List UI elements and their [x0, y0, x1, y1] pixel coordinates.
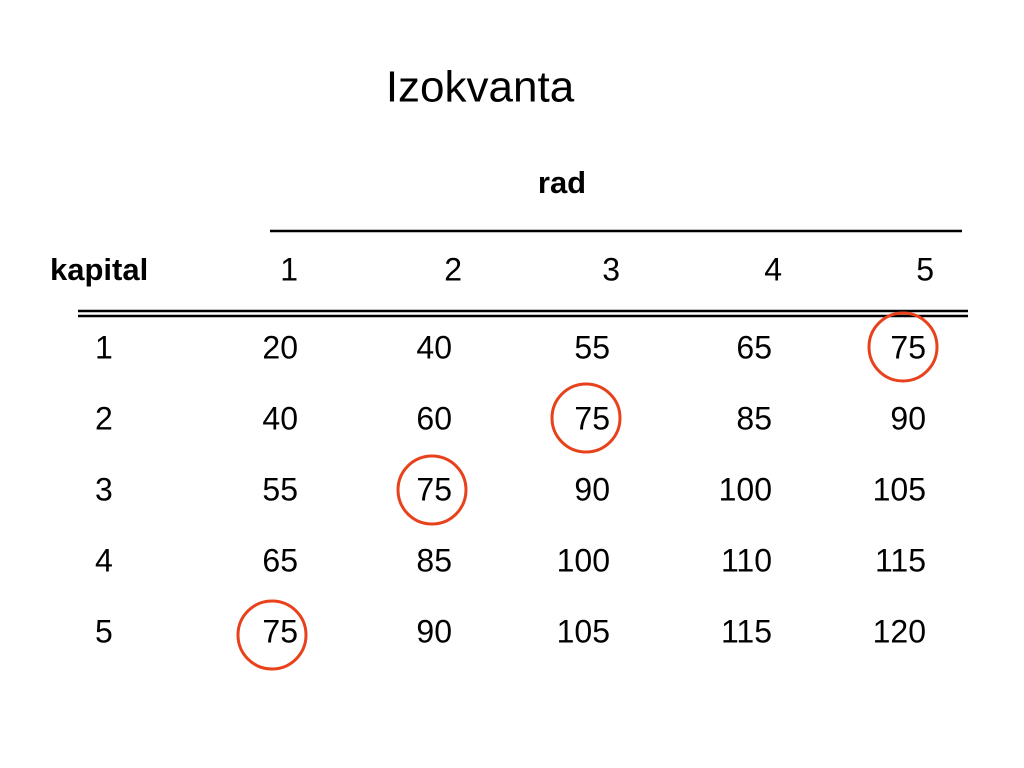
highlight-circle — [396, 454, 468, 526]
cell-value: 60 — [416, 400, 452, 436]
row-header: kapital — [50, 252, 148, 287]
cell-value: 75 — [416, 471, 452, 507]
cell-value: 75 — [890, 329, 926, 365]
column-header: 1 — [280, 251, 298, 287]
highlight-circle — [867, 311, 939, 383]
cell-value: 40 — [416, 329, 452, 365]
title: Izokvanta — [386, 63, 575, 112]
row-label: 5 — [95, 613, 113, 649]
row-label: 2 — [95, 400, 113, 436]
cell-value: 105 — [873, 471, 926, 507]
cell-value: 120 — [873, 613, 926, 649]
cell-value: 115 — [721, 613, 772, 649]
cell-value: 105 — [557, 613, 610, 649]
cell-value: 100 — [557, 542, 610, 578]
column-header: 5 — [916, 251, 934, 287]
cell-value: 55 — [262, 471, 298, 507]
row-label: 1 — [95, 329, 113, 365]
cell-value: 65 — [262, 542, 298, 578]
cell-value: 20 — [262, 329, 298, 365]
cell-value: 100 — [719, 471, 772, 507]
cell-value: 110 — [721, 542, 772, 578]
cell-value: 90 — [890, 400, 926, 436]
cell-value: 115 — [875, 542, 926, 578]
cell-value: 90 — [574, 471, 610, 507]
column-group: rad — [538, 165, 586, 200]
cell-value: 75 — [262, 613, 298, 649]
cell-value: 75 — [574, 400, 610, 436]
row-label: 4 — [95, 542, 113, 578]
cell-value: 90 — [416, 613, 452, 649]
cell-value: 55 — [574, 329, 610, 365]
highlight-circle — [550, 382, 622, 454]
row-label: 3 — [95, 471, 113, 507]
cell-value: 40 — [262, 400, 298, 436]
column-header: 4 — [764, 251, 782, 287]
column-header: 3 — [602, 251, 620, 287]
cell-value: 85 — [736, 400, 772, 436]
column-header: 2 — [444, 251, 462, 287]
cell-value: 85 — [416, 542, 452, 578]
cell-value: 65 — [736, 329, 772, 365]
highlight-circle — [236, 599, 308, 671]
